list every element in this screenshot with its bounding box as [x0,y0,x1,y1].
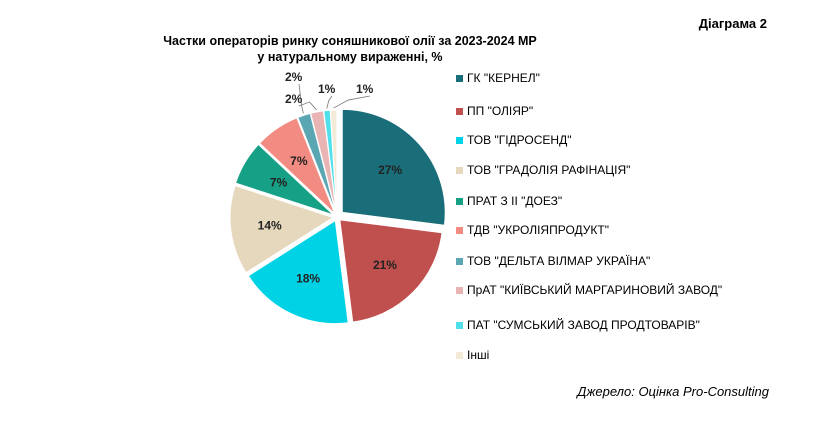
chart-title-line2: у натуральному вираженні, % [257,50,443,64]
legend-label: ТОВ "ГІДРОСЕНД" [467,133,572,147]
pie-slice [339,219,443,323]
legend-swatch [456,108,463,115]
legend-swatch [456,322,463,329]
legend-swatch [456,227,463,234]
legend-label: ТОВ "ДЕЛЬТА ВІЛМАР УКРАЇНА" [467,254,651,268]
legend-item: ТОВ "ГРАДОЛІЯ РАФІНАЦІЯ" [456,162,756,178]
legend-item: ТОВ "ГІДРОСЕНД" [456,132,756,148]
slice-value-label: 21% [373,258,397,272]
legend-item: Інші [456,347,756,363]
legend-item: ПАТ "СУМСЬКИЙ ЗАВОД ПРОДТОВАРІВ" [456,317,756,333]
legend-label: ПрАТ "КИЇВСЬКИЙ МАРГАРИНОВИЙ ЗАВОД" [467,283,723,297]
slice-value-label: 2% [285,92,303,106]
pie-slice [229,185,335,274]
chart-title-line1: Частки операторів ринку соняшникової олі… [163,34,537,48]
pie-slice [329,109,338,214]
legend-item: ПрАТ "КИЇВСЬКИЙ МАРГАРИНОВИЙ ЗАВОД" [456,282,756,298]
diagram-label: Діаграма 2 [698,16,767,31]
legend-item: ТДВ "УКРОЛІЯПРОДУКТ" [456,222,756,238]
legend-label: ТДВ "УКРОЛІЯПРОДУКТ" [467,223,609,237]
leader-line [333,95,371,109]
slice-value-label: 7% [270,175,288,189]
pie-slice [234,143,334,216]
legend-swatch [456,137,463,144]
legend-item: ПП "ОЛІЯР" [456,103,756,119]
pie-slice [297,112,337,214]
slice-value-label: 7% [290,154,308,168]
pie-slice [258,117,336,215]
pie-slice [341,108,446,226]
legend-swatch [456,287,463,294]
legend-item: ПРАТ З ІІ "ДОЕЗ" [456,193,756,209]
pie-slice [247,219,349,325]
legend-swatch [456,198,463,205]
legend-swatch [456,258,463,265]
slice-value-label: 2% [285,70,303,84]
slice-value-label: 18% [296,271,320,285]
leader-line [326,95,333,109]
legend-label: ПРАТ З ІІ "ДОЕЗ" [467,194,563,208]
legend-label: ПП "ОЛІЯР" [467,104,534,118]
leader-line [298,101,317,111]
legend-swatch [456,352,463,359]
slice-value-label: 14% [258,219,282,233]
slice-value-label: 27% [378,163,402,177]
legend-label: ТОВ "ГРАДОЛІЯ РАФІНАЦІЯ" [467,163,631,177]
slice-value-label: 1% [318,82,336,96]
legend-label: ГК "КЕРНЕЛ" [467,71,540,85]
legend-item: ГК "КЕРНЕЛ" [456,70,756,86]
legend-label: Інші [467,348,490,362]
legend-swatch [456,167,463,174]
slice-value-label: 1% [356,82,374,96]
source-note: Джерело: Оцінка Pro-Consulting [577,384,769,399]
legend-swatch [456,75,463,82]
chart-title: Частки операторів ринку соняшникової олі… [150,33,550,65]
legend-item: ТОВ "ДЕЛЬТА ВІЛМАР УКРАЇНА" [456,253,756,269]
legend-label: ПАТ "СУМСЬКИЙ ЗАВОД ПРОДТОВАРІВ" [467,318,700,332]
